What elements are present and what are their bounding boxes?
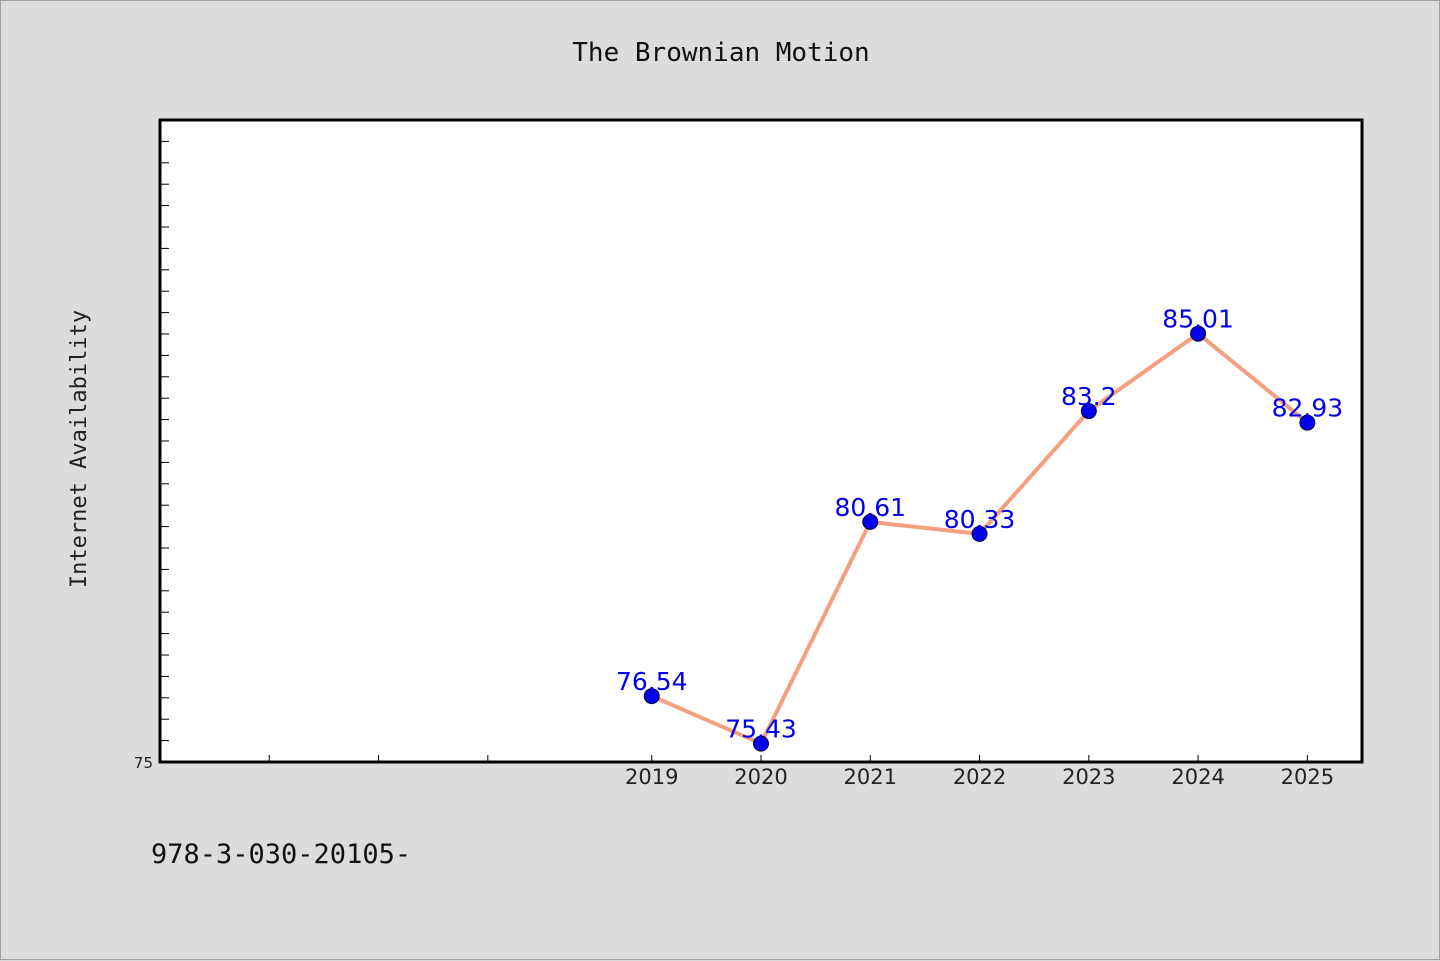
x-tick-label: 2024 bbox=[1171, 765, 1224, 789]
x-tick-label: 2021 bbox=[844, 765, 897, 789]
data-label: 83.2 bbox=[1061, 382, 1117, 411]
y-axis-ticks: 75 bbox=[134, 140, 169, 772]
data-point bbox=[1080, 403, 1097, 420]
plot-area bbox=[158, 118, 1364, 764]
data-point bbox=[1190, 325, 1207, 342]
data-point bbox=[971, 525, 988, 542]
data-point bbox=[862, 513, 879, 530]
data-labels: 76.54 75.43 80.61 80.33 83.2 85.01 82.93 bbox=[616, 305, 1343, 744]
data-point bbox=[643, 688, 660, 705]
x-tick-label: 2025 bbox=[1281, 765, 1334, 789]
data-label: 76.54 bbox=[616, 667, 688, 696]
data-point bbox=[1299, 414, 1316, 431]
data-label: 80.61 bbox=[834, 493, 906, 522]
x-tick-label: 2019 bbox=[625, 765, 678, 789]
x-tick-label: 2022 bbox=[953, 765, 1006, 789]
footnote-isbn: 978-3-030-20105- bbox=[151, 839, 411, 870]
x-tick-label: 2023 bbox=[1062, 765, 1115, 789]
y-axis-label: Internet Availability bbox=[67, 310, 92, 588]
data-points bbox=[643, 325, 1316, 752]
x-tick-label: 2020 bbox=[734, 765, 787, 789]
y-tick-label: 75 bbox=[134, 754, 153, 772]
x-axis-ticks: 2019 2020 2021 2022 2023 2024 2025 bbox=[268, 755, 1334, 789]
data-label: 82.93 bbox=[1272, 394, 1344, 423]
data-label: 80.33 bbox=[944, 505, 1016, 534]
data-label: 85.01 bbox=[1162, 305, 1234, 334]
data-point bbox=[753, 735, 769, 752]
chart-title: The Brownian Motion bbox=[572, 38, 869, 68]
data-label: 75.43 bbox=[725, 715, 797, 744]
